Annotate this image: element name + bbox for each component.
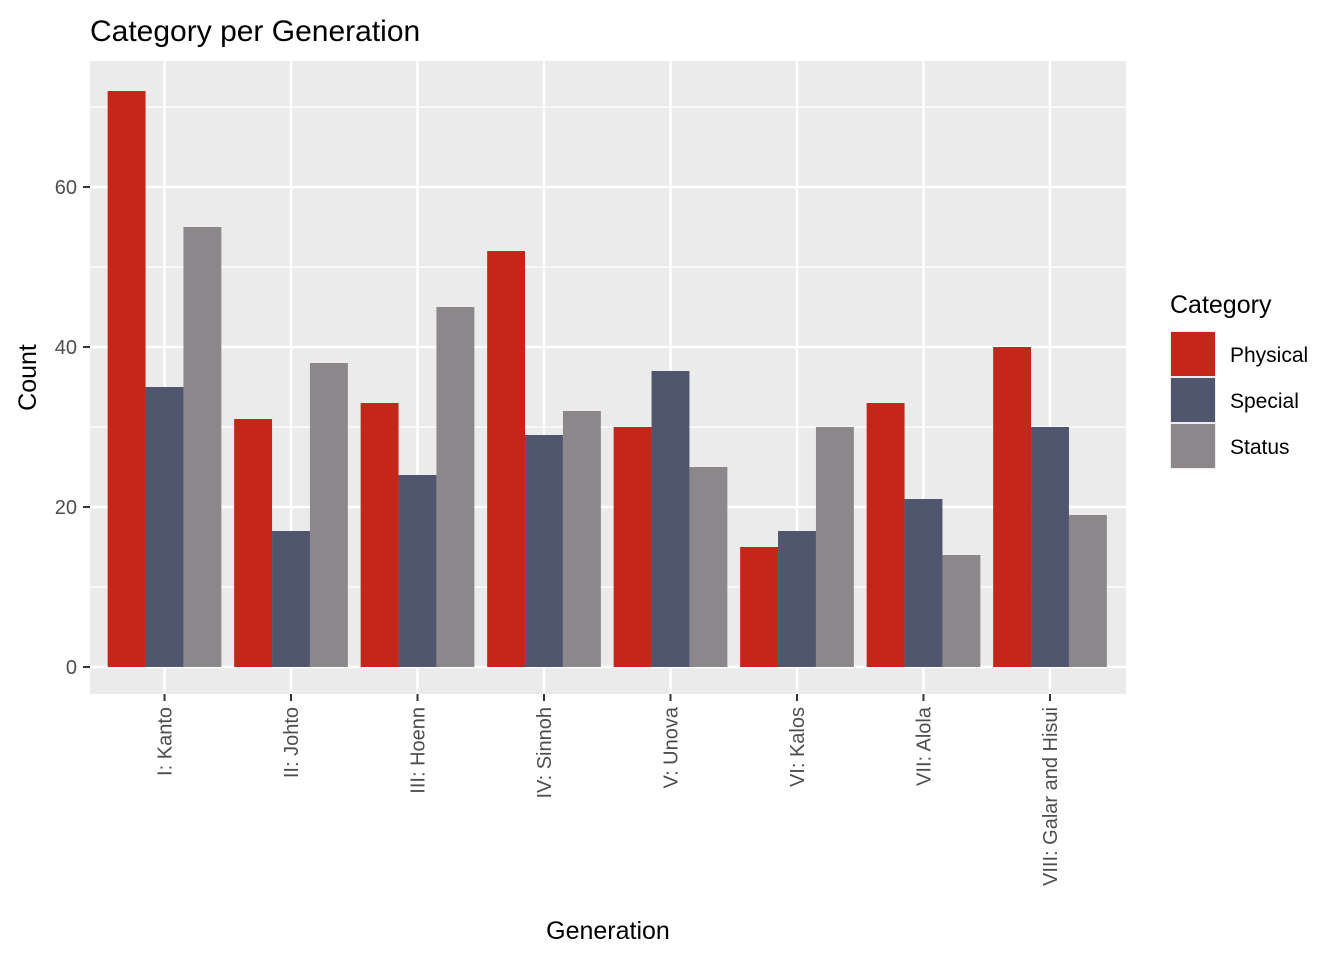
legend: Category Physical Special Status xyxy=(1170,291,1308,469)
y-axis-title: Count xyxy=(14,344,42,411)
bar-status-0 xyxy=(183,227,222,667)
x-tick-label: V: Unova xyxy=(661,706,683,788)
bar-status-1 xyxy=(309,363,348,667)
bar-status-2 xyxy=(436,307,475,667)
legend-label-status: Status xyxy=(1230,436,1290,459)
legend-title: Category xyxy=(1170,291,1272,319)
y-axis: 0 20 40 60 xyxy=(55,177,90,679)
legend-swatch-special xyxy=(1171,378,1215,422)
bar-physical-0 xyxy=(107,91,146,667)
bar-special-6 xyxy=(904,499,943,667)
bar-special-3 xyxy=(525,435,563,667)
bars xyxy=(107,91,1107,667)
legend-label-physical: Physical xyxy=(1230,344,1308,367)
bar-status-7 xyxy=(1068,515,1107,667)
bar-physical-6 xyxy=(866,403,905,667)
bar-status-6 xyxy=(942,555,981,667)
x-tick-label: IV: Sinnoh xyxy=(534,707,556,799)
x-tick-label: I: Kanto xyxy=(155,707,177,776)
bar-status-4 xyxy=(689,467,728,667)
y-tick-label: 40 xyxy=(55,337,77,359)
x-tick-label: III: Hoenn xyxy=(408,707,430,794)
bar-special-1 xyxy=(272,531,310,667)
bar-physical-3 xyxy=(487,251,526,667)
bar-special-5 xyxy=(778,531,816,667)
x-tick-label: VIII: Galar and Hisui xyxy=(1040,707,1062,886)
bar-special-2 xyxy=(398,475,437,667)
bar-physical-2 xyxy=(360,403,399,667)
bar-special-0 xyxy=(145,387,184,667)
x-tick-label: VI: Kalos xyxy=(787,707,809,787)
bar-special-4 xyxy=(651,371,690,667)
bar-physical-5 xyxy=(740,547,779,667)
bar-special-7 xyxy=(1031,427,1069,667)
bar-physical-1 xyxy=(234,419,273,667)
bar-physical-4 xyxy=(613,427,652,667)
x-axis: I: Kanto II: Johto III: Hoenn IV: Sinnoh V: … xyxy=(155,694,1062,886)
legend-label-special: Special xyxy=(1230,390,1299,413)
bar-physical-7 xyxy=(993,347,1032,667)
x-tick-label: II: Johto xyxy=(281,707,303,778)
y-tick-label: 60 xyxy=(55,177,77,199)
x-tick-label: VII: Alola xyxy=(914,706,936,786)
bar-status-5 xyxy=(815,427,854,667)
y-tick-label: 20 xyxy=(55,497,77,519)
legend-swatch-physical xyxy=(1171,332,1215,376)
x-axis-title: Generation xyxy=(546,917,670,945)
y-tick-label: 0 xyxy=(66,657,77,679)
chart-title: Category per Generation xyxy=(90,15,420,48)
legend-swatch-status xyxy=(1171,424,1215,468)
bar-status-3 xyxy=(562,411,601,667)
